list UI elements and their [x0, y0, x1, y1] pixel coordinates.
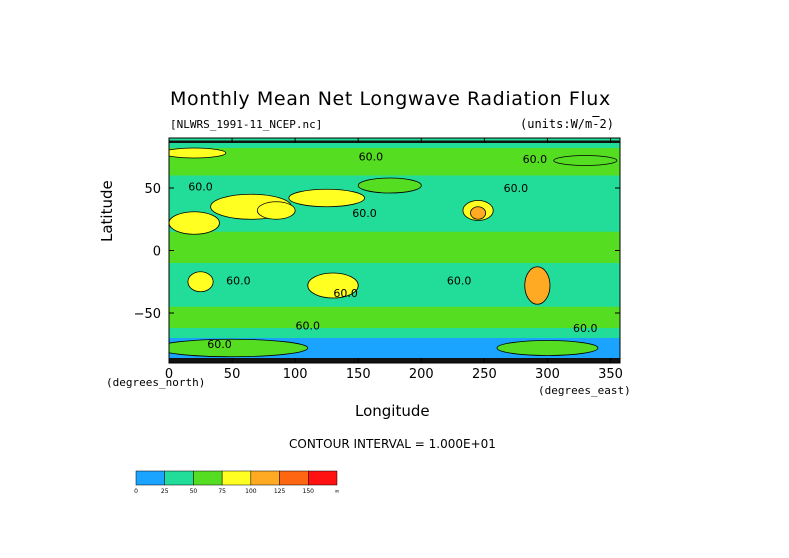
- heatmap-field: 60.0 60.0 60.0 60.0 60.0 60.0 60.0 60.0 60.0 60.0…: [169, 138, 620, 363]
- colorbar-swatch-3: [221, 470, 252, 486]
- field-patch-13: [307, 272, 359, 299]
- x-tick-label-7: 350: [598, 367, 623, 382]
- contour-label-3: 60.0: [504, 182, 529, 195]
- x-tick-label-3: 150: [346, 367, 371, 382]
- colorbar-level-3: 75: [218, 488, 226, 495]
- colorbar-swatch-0: [135, 470, 165, 486]
- y-tick-label-0: 50: [144, 182, 161, 197]
- colorbar-level-1: 25: [161, 488, 169, 495]
- colorbar-swatch-5: [279, 470, 309, 486]
- field-patch-15: [169, 338, 309, 358]
- field-patch-11: [470, 206, 487, 220]
- contour-label-10: 60.0: [573, 322, 598, 335]
- x-tick-label-2: 100: [283, 367, 308, 382]
- y-tick-label-1: 0: [153, 245, 161, 260]
- colorbar-swatch-2: [193, 470, 223, 486]
- contour-label-2: 60.0: [523, 153, 548, 166]
- field-band-3: [169, 306, 620, 328]
- field-patch-12: [187, 271, 214, 293]
- contour-label-1: 60.0: [359, 151, 384, 164]
- field-patch-9: [169, 211, 220, 235]
- contour-label-7: 60.0: [447, 274, 472, 287]
- colorbar-swatch-4: [250, 470, 280, 486]
- field-patch-16: [496, 340, 599, 356]
- x-tick-label-5: 250: [472, 367, 497, 382]
- x-units-label: (degrees_east): [538, 384, 631, 397]
- x-tick-label-6: 300: [535, 367, 560, 382]
- field-patch-17: [169, 147, 227, 159]
- file-name-label: [NLWRS_1991-11_NCEP.nc]: [170, 118, 323, 131]
- colorbar-level-0: 0: [134, 488, 138, 495]
- contour-label-6: 60.0: [333, 287, 358, 300]
- field-band-1: [169, 148, 620, 176]
- field-patch-19: [357, 177, 422, 194]
- contour-label-9: 60.0: [207, 338, 232, 351]
- colorbar-level-6: 150: [303, 488, 315, 495]
- x-tick-label-4: 200: [409, 367, 434, 382]
- contour-label-5: 60.0: [226, 274, 251, 287]
- colorbar-level-5: 125: [274, 488, 286, 495]
- x-tick-label-0: 0: [165, 367, 173, 382]
- units-label: (units:W/m-2): [520, 117, 614, 131]
- contour-interval-label: CONTOUR INTERVAL = 1.000E+01: [289, 437, 496, 451]
- field-patch-7: [256, 201, 296, 220]
- y-units-label: (degrees_north): [106, 376, 206, 389]
- contour-label-8: 60.0: [296, 319, 321, 332]
- polar-contour-strip-1: [169, 358, 620, 363]
- chart-title: Monthly Mean Net Longwave Radiation Flux: [170, 88, 611, 110]
- x-tick-label-1: 50: [224, 367, 241, 382]
- colorbar-level-7: ∞: [335, 488, 340, 495]
- colorbar-swatch-1: [164, 470, 194, 486]
- field-patch-18: [553, 155, 618, 166]
- colorbar-level-2: 50: [190, 488, 198, 495]
- field-patch-14: [524, 266, 551, 305]
- x-axis-title: Longitude: [355, 402, 430, 420]
- polar-contour-strip-0: [169, 140, 620, 143]
- field-band-2: [169, 231, 620, 263]
- colorbar-swatch-6: [308, 470, 338, 486]
- field-patch-8: [288, 188, 365, 208]
- contour-label-0: 60.0: [188, 181, 213, 194]
- contour-label-4: 60.0: [352, 207, 377, 220]
- colorbar-level-4: 100: [245, 488, 257, 495]
- y-tick-label-2: −50: [134, 307, 161, 322]
